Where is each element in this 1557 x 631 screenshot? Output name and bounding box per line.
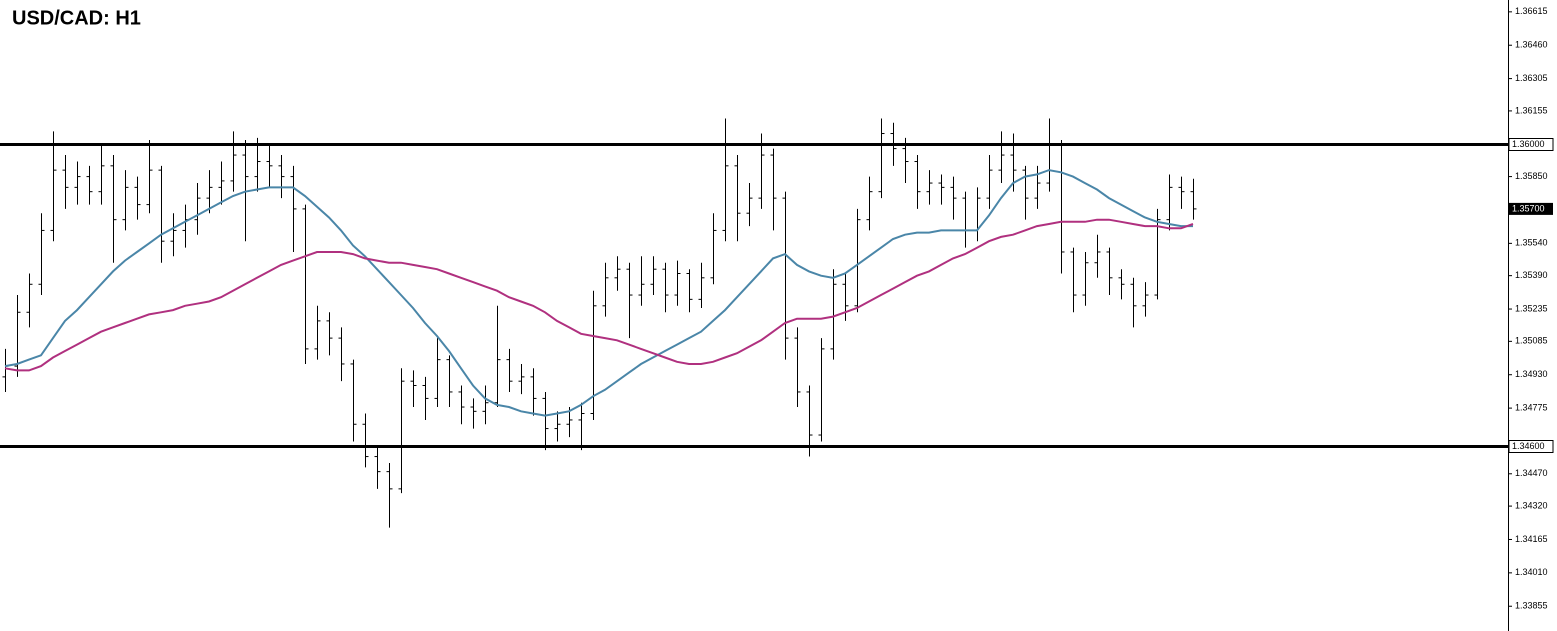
- y-tick-label: 1.34775: [1515, 402, 1548, 412]
- y-tick-label: 1.34930: [1515, 369, 1548, 379]
- y-tick-label: 1.36305: [1515, 73, 1548, 83]
- price-label-box: [1509, 202, 1553, 215]
- y-tick-label: 1.35390: [1515, 270, 1548, 280]
- level-label: 1.34600: [1512, 441, 1545, 451]
- y-tick-label: 1.35540: [1515, 238, 1548, 248]
- y-tick-label: 1.34470: [1515, 468, 1548, 478]
- y-tick-label: 1.35235: [1515, 303, 1548, 313]
- y-tick-label: 1.33855: [1515, 601, 1548, 611]
- moving-average: [4, 169, 1193, 417]
- y-tick-label: 1.35850: [1515, 171, 1548, 181]
- y-tick-label: 1.36155: [1515, 105, 1548, 115]
- y-tick-label: 1.36460: [1515, 40, 1548, 50]
- moving-average: [4, 218, 1194, 372]
- y-tick-label: 1.34010: [1515, 567, 1548, 577]
- price-label: 1.35700: [1512, 203, 1545, 213]
- y-tick-label: 1.36615: [1515, 6, 1548, 16]
- y-tick-label: 1.35085: [1515, 336, 1548, 346]
- chart-title: USD/CAD: H1: [12, 7, 141, 29]
- level-label-box: [1508, 138, 1554, 151]
- level-label-box: [1508, 440, 1554, 453]
- y-tick-label: 1.34165: [1515, 534, 1548, 544]
- y-tick-label: 1.34320: [1515, 500, 1548, 510]
- level-label: 1.36000: [1512, 139, 1545, 149]
